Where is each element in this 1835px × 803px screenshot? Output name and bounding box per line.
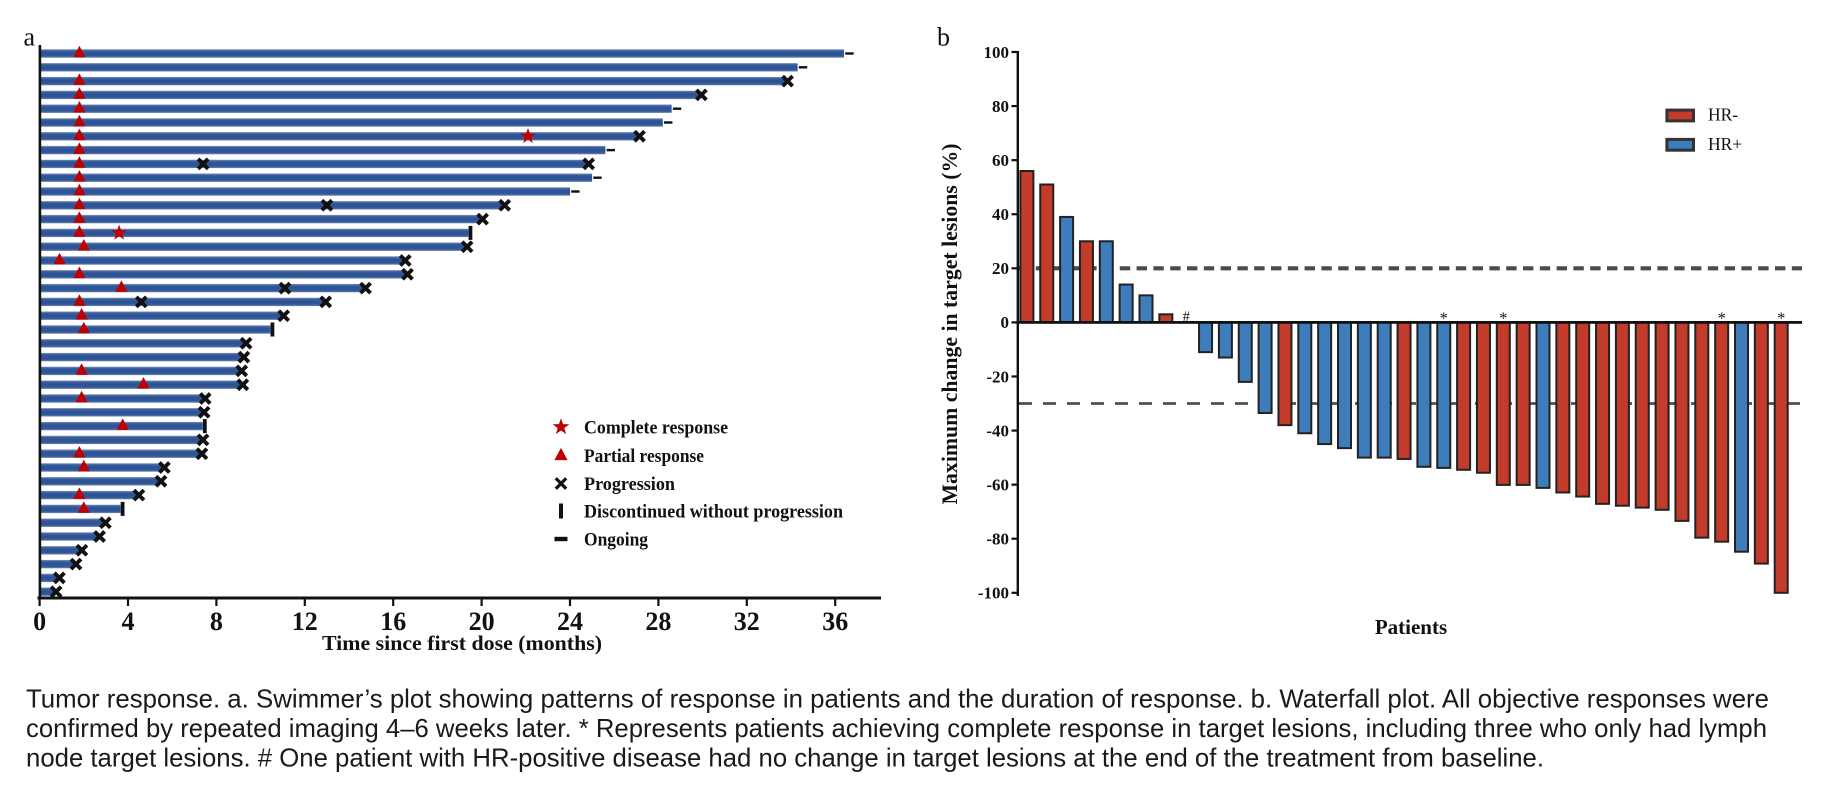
- svg-text:HR-: HR-: [1708, 105, 1738, 125]
- svg-text:28: 28: [645, 607, 671, 636]
- svg-text:HR+: HR+: [1708, 134, 1742, 154]
- svg-text:*: *: [1440, 309, 1448, 328]
- svg-text:Complete response: Complete response: [584, 417, 728, 438]
- svg-text:24: 24: [557, 607, 583, 636]
- svg-text:40: 40: [992, 205, 1009, 224]
- svg-text:0: 0: [1001, 313, 1010, 332]
- svg-text:Time since first dose (months): Time since first dose (months): [322, 631, 602, 655]
- svg-text:b: b: [937, 23, 950, 52]
- svg-text:4: 4: [122, 607, 135, 636]
- svg-text:8: 8: [210, 607, 223, 636]
- svg-text:-60: -60: [986, 475, 1009, 494]
- svg-text:*: *: [1499, 309, 1507, 328]
- svg-text:-100: -100: [978, 584, 1009, 603]
- svg-text:Patients: Patients: [1375, 615, 1447, 639]
- svg-text:60: 60: [992, 151, 1009, 170]
- svg-text:100: 100: [984, 43, 1010, 62]
- svg-text:Maximum change in target lesio: Maximum change in target lesions (%): [937, 144, 962, 505]
- svg-text:-40: -40: [986, 421, 1009, 440]
- svg-text:32: 32: [734, 607, 760, 636]
- svg-text:confirmed by repeated imaging: confirmed by repeated imaging 4–6 weeks …: [26, 713, 1767, 743]
- svg-text:-80: -80: [986, 530, 1009, 549]
- svg-text:Discontinued without progressi: Discontinued without progression: [584, 501, 843, 522]
- svg-text:36: 36: [822, 607, 848, 636]
- svg-text:80: 80: [992, 97, 1009, 116]
- svg-text:#: #: [1183, 309, 1190, 325]
- svg-text:20: 20: [469, 607, 495, 636]
- svg-text:*: *: [1718, 309, 1726, 328]
- svg-text:16: 16: [380, 607, 406, 636]
- svg-text:-20: -20: [986, 367, 1009, 386]
- svg-text:a: a: [24, 23, 36, 52]
- svg-text:20: 20: [992, 259, 1009, 278]
- svg-text:Partial response: Partial response: [584, 446, 704, 467]
- svg-text:Progression: Progression: [584, 474, 675, 495]
- svg-text:0: 0: [33, 607, 46, 636]
- svg-text:node target lesions. # One pat: node target lesions. # One patient with …: [26, 743, 1544, 773]
- svg-text:Ongoing: Ongoing: [584, 529, 648, 550]
- svg-text:12: 12: [292, 607, 318, 636]
- svg-text:Tumor response. a. Swimmer’s p: Tumor response. a. Swimmer’s plot showin…: [26, 684, 1769, 714]
- svg-text:*: *: [1777, 309, 1785, 328]
